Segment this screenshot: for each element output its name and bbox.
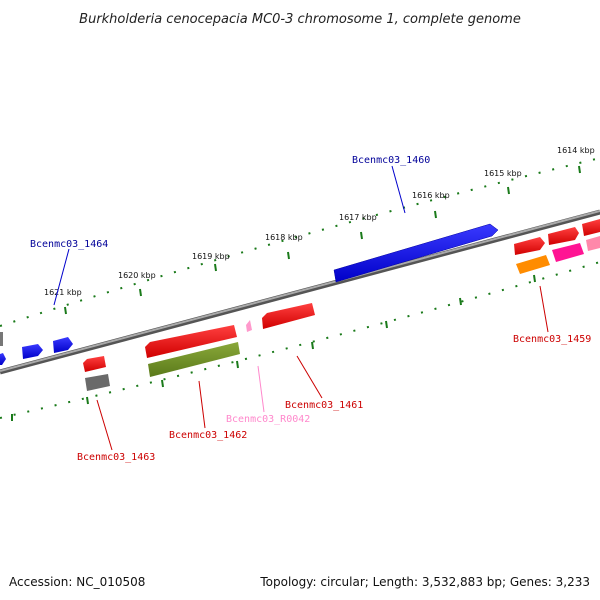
gene-labels: Bcenmc03_1460 Bcenmc03_1464 Bcenmc03_145… — [30, 155, 591, 463]
leader-lines — [53, 165, 549, 451]
gene-right-orange[interactable] — [516, 255, 550, 274]
reverse-genes — [83, 236, 600, 391]
kbp-label: 1619 kbp — [192, 252, 230, 261]
inner-scale-dots — [0, 261, 600, 419]
feature-olive[interactable] — [148, 342, 240, 377]
gene-label-1463[interactable]: Bcenmc03_1463 — [77, 452, 155, 463]
accession-text: Accession: NC_010508 — [9, 575, 145, 589]
gene-bcenmc03-1460[interactable] — [333, 223, 499, 283]
gene-pseudo-gray[interactable] — [85, 374, 110, 391]
outer-major-ticks — [64, 165, 581, 315]
gene-label-1464[interactable]: Bcenmc03_1464 — [30, 239, 108, 250]
kbp-label: 1615 kbp — [484, 169, 522, 178]
gene-right-red-3[interactable] — [582, 219, 600, 236]
map-title: Burkholderia cenocepacia MC0-3 chromosom… — [79, 12, 521, 27]
gene-right-red-1[interactable] — [514, 237, 545, 255]
gene-label-1460[interactable]: Bcenmc03_1460 — [352, 155, 430, 166]
gene-right-pink[interactable] — [586, 236, 600, 251]
kbp-label: 1617 kbp — [339, 213, 377, 222]
gene-left-blue-3[interactable] — [0, 353, 6, 365]
gene-bcenmc03-1463[interactable] — [83, 356, 106, 372]
kbp-labels: 1614 kbp 1615 kbp 1616 kbp 1617 kbp 1618… — [44, 146, 595, 297]
forward-genes — [0, 219, 600, 365]
genome-backbone-highlight — [0, 210, 600, 372]
gene-left-gray[interactable] — [0, 332, 3, 346]
gene-label-1459[interactable]: Bcenmc03_1459 — [513, 334, 591, 345]
gene-left-blue-1[interactable] — [22, 344, 43, 359]
gene-right-magenta[interactable] — [552, 243, 584, 262]
gene-label-1462[interactable]: Bcenmc03_1462 — [169, 430, 247, 441]
kbp-label: 1618 kbp — [265, 233, 303, 242]
gene-bcenmc03-r0042[interactable] — [246, 320, 252, 332]
kbp-label: 1616 kbp — [412, 191, 450, 200]
gene-bcenmc03-1461[interactable] — [262, 303, 315, 329]
gene-label-1461[interactable]: Bcenmc03_1461 — [285, 400, 363, 411]
kbp-label: 1621 kbp — [44, 288, 82, 297]
kbp-label: 1620 kbp — [118, 271, 156, 280]
genome-summary-text: Topology: circular; Length: 3,532,883 bp… — [259, 575, 590, 589]
gene-right-red-2[interactable] — [548, 227, 579, 245]
kbp-label: 1614 kbp — [557, 146, 595, 155]
gene-label-r0042[interactable]: Bcenmc03_R0042 — [226, 414, 310, 425]
inner-major-ticks — [11, 274, 536, 421]
gene-left-blue-2[interactable] — [53, 337, 73, 353]
gene-bcenmc03-1462[interactable] — [145, 325, 237, 358]
